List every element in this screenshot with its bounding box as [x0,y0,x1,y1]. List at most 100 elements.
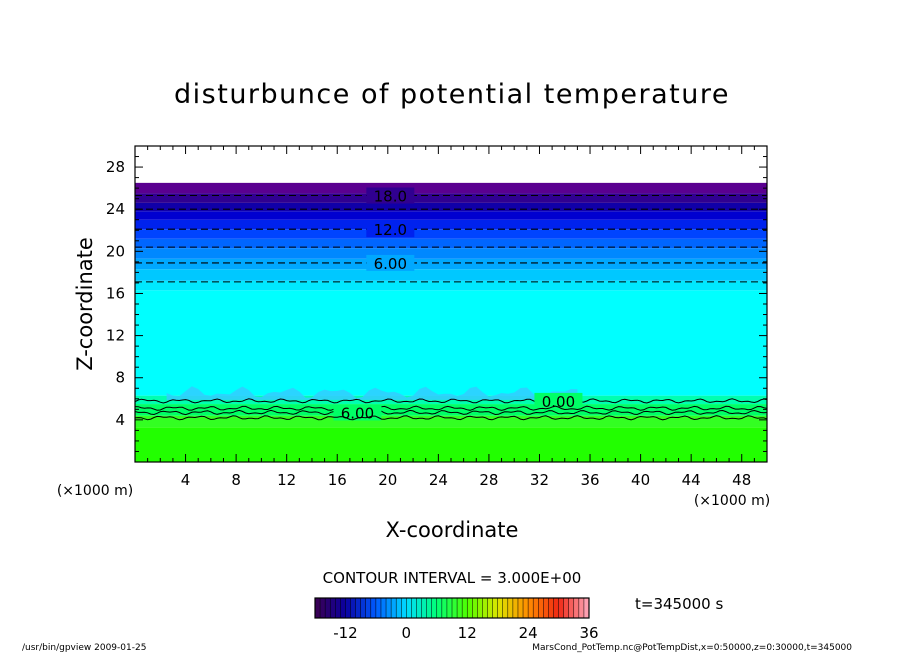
colorbar-cell [441,598,448,618]
chart-title: disturbunce of potential temperature [174,79,730,110]
layer-band-15 [135,182,767,194]
colorbar-cell [436,598,443,618]
layer-band-10 [135,229,767,239]
colorbar-cell [568,598,575,618]
y-tick-label: 28 [106,158,125,176]
colorbar-cell [578,598,585,618]
layer-band-2 [135,404,767,416]
layer-band-12 [135,211,767,220]
colorbar-tick-label: -12 [333,624,358,642]
colorbar-cell [325,598,331,618]
colorbar-cell [553,598,559,618]
contour-label-bg-4 [366,254,415,271]
y-tick-label: 12 [106,327,125,345]
y-tick-label: 16 [106,284,125,302]
x-tick-label: 4 [181,471,191,489]
contour-label-bg-2 [366,221,415,238]
colorbar-tick-label: 36 [579,624,598,642]
colorbar-ticks: -12 0 12 24 36 [333,624,598,642]
layer-band-7 [135,258,767,270]
contour-label-bg-6 [534,392,583,409]
colorbar-cell [528,598,534,618]
x-axis-ticks: 4 8 12 16 20 24 28 32 36 40 44 48 [147,146,755,489]
x-tick-label: 12 [277,471,296,489]
x-axis-label: X-coordinate [386,518,519,542]
colorbar-cell [320,598,326,618]
colorbar-cell [386,598,392,618]
contour-label-2: 12.0 [374,221,407,239]
x-tick-label: 32 [530,471,549,489]
colorbar-cell [477,598,483,618]
colorbar-cell [583,598,590,618]
colorbar-cell [482,598,488,618]
footer-left: /usr/bin/gpview 2009-01-25 [22,643,146,653]
colorbar-cell [391,598,397,618]
colorbar-cell [517,598,524,618]
colorbar-cell [507,598,514,618]
colorbar-cell [365,598,372,618]
colorbar-cell [497,598,504,618]
colorbar-cell [406,598,412,618]
perturbation-fringe [166,386,578,400]
shaded-layers [135,182,767,462]
contour-label-bg-0 [366,187,415,204]
colorbar-cell [426,598,433,618]
colorbar-cell [563,598,570,618]
x-tick-label: 44 [682,471,701,489]
layer-band-1 [135,415,767,428]
layer-band-5 [135,280,767,291]
contour-line-7 [134,405,768,411]
colorbar-cell [335,598,341,618]
colorbar-cell [467,598,473,618]
y-tick-label: 4 [115,411,125,429]
layer-band-8 [135,248,767,259]
x-unit-right: (×1000 m) [694,493,770,509]
y-tick-label: 20 [106,242,125,260]
plot-area: 18.012.06.000.006.00 4 8 12 16 20 24 28 32 36 40 4… [106,145,768,489]
x-tick-label: 20 [378,471,397,489]
x-tick-label: 24 [429,471,448,489]
colorbar-cell [487,598,493,618]
colorbar-cell [340,598,346,618]
colorbar-cell [315,598,321,618]
x-tick-label: 16 [328,471,347,489]
colorbar-cell [375,598,382,618]
contour-line-8 [134,409,768,416]
contour-interval: CONTOUR INTERVAL = 3.000E+00 [323,569,582,587]
contour-label-8: 6.00 [341,404,374,422]
colorbar-cell [411,598,417,618]
y-axis-ticks: 4 8 12 16 20 24 28 [106,156,767,452]
colorbar-cell [512,598,519,618]
contour-label-4: 6.00 [374,255,407,273]
y-tick-label: 8 [115,369,125,387]
contour-lines: 18.0 12.0 6.00 0.00 6.00 [134,187,768,422]
low-level-field [166,386,578,400]
colorbar-cell [457,598,463,618]
colorbar-cell [523,598,529,618]
layer-band-6 [135,269,767,281]
colorbar-cell [472,598,478,618]
colorbar-cell [380,598,387,618]
colorbar-cell [446,598,453,618]
colorbar-cell [330,598,336,618]
colorbar-cell [538,598,544,618]
colorbar-cell [502,598,509,618]
x-tick-label: 48 [732,471,751,489]
colorbar-cell [401,598,407,618]
colorbar-cell [558,598,564,618]
x-tick-label: 40 [631,471,650,489]
colorbar-tick-label: 12 [458,624,477,642]
colorbar-cell [355,598,361,618]
time-label: t=345000 s [635,595,723,613]
contour-line-6 [134,398,768,404]
colorbar-tick-label: 24 [519,624,538,642]
colorbar-cell [421,598,427,618]
colorbar-cell [431,598,438,618]
y-axis-label: Z-coordinate [73,237,97,371]
layer-band-4 [135,290,767,396]
x-tick-label: 28 [479,471,498,489]
colorbar-cell [548,598,554,618]
colorbar-cell [416,598,422,618]
layer-band-13 [135,202,767,212]
